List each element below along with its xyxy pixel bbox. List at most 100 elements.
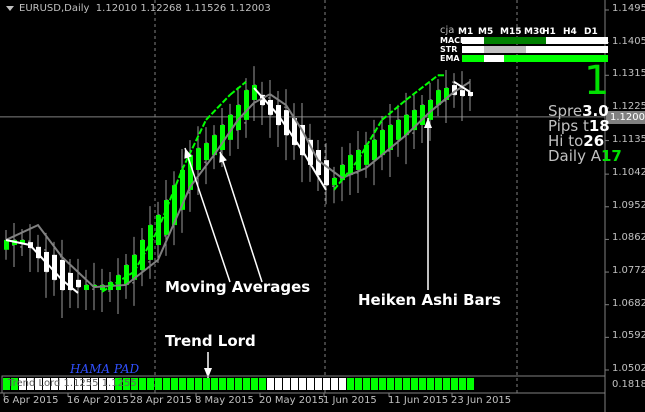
- ha-bar-bull: [188, 155, 193, 190]
- matrix-cell: [566, 46, 586, 53]
- timeframe-header: M15: [500, 27, 522, 37]
- ha-bar-bull: [20, 239, 25, 244]
- ha-bar-bull: [372, 139, 377, 161]
- hama-pad-label: HAMA PAD: [70, 362, 140, 376]
- price-tick-label: 1.08625: [612, 232, 645, 244]
- trend-lord-cell: [99, 378, 106, 390]
- info-label: Hi to: [548, 132, 584, 150]
- matrix-cell: [462, 37, 484, 44]
- ha-bar-bull: [380, 130, 385, 156]
- time-tick-label: 8 May 2015: [195, 395, 254, 406]
- price-tick-label: 1.10425: [612, 167, 645, 179]
- price-tick-label: 1.05925: [612, 330, 645, 342]
- timeframe-header: D1: [584, 27, 598, 37]
- trend-lord-cell: [235, 378, 242, 390]
- matrix-cell: [504, 55, 526, 62]
- ha-bar-bull: [228, 114, 233, 140]
- ha-bar-bull: [420, 105, 425, 125]
- trend-lord-cell: [203, 378, 210, 390]
- ma-arrow-icon-head: [219, 152, 227, 163]
- ha-bar-bull: [220, 124, 225, 151]
- trend-lord-cell: [363, 378, 370, 390]
- timeframe-header: M1: [458, 27, 474, 37]
- ha-bar-bear: [468, 91, 473, 96]
- trend-lord-cell: [227, 378, 234, 390]
- trend-lord-cell: [339, 378, 346, 390]
- matrix-cell: [546, 46, 566, 53]
- ha-bar-bear: [316, 150, 321, 176]
- fast-moving-average-segment: [333, 159, 359, 191]
- price-tick-label: 1.06825: [612, 297, 645, 309]
- trend-lord-cell: [299, 378, 306, 390]
- trend-lord-cell: [43, 378, 50, 390]
- fast-moving-average-segment: [101, 271, 135, 293]
- ha-bar-bull: [204, 143, 209, 161]
- trend-lord-cell: [59, 378, 66, 390]
- ha-bar-bull: [340, 164, 345, 181]
- ha-bar-bear: [76, 279, 81, 288]
- fast-moving-average-segment: [405, 74, 439, 101]
- signal-big-value: 1: [584, 58, 610, 104]
- ha-bar-bull: [332, 177, 337, 186]
- fast-moving-average-segment: [357, 119, 383, 161]
- info-line: Pips t18: [548, 118, 610, 134]
- trend-lord-cell: [155, 378, 162, 390]
- ha-bar-bull: [364, 144, 369, 165]
- price-tick-label: 1.07725: [612, 265, 645, 277]
- trend-lord-cell: [243, 378, 250, 390]
- trend-lord-cell: [187, 378, 194, 390]
- timeframe-header: H4: [563, 27, 577, 37]
- price-tick-label: 1.12250: [612, 100, 645, 112]
- matrix-row-label: STR: [440, 45, 458, 54]
- trend-lord-cell: [355, 378, 362, 390]
- ha-bar-bear: [452, 85, 457, 95]
- trend-lord-cell: [467, 378, 474, 390]
- fast-moving-average-segment: [181, 119, 207, 171]
- trend-lord-cell: [123, 378, 130, 390]
- trend-lord-cell: [27, 378, 34, 390]
- trend-lord-cell: [315, 378, 322, 390]
- ha-bar-bear: [68, 272, 73, 291]
- trend-lord-cell: [283, 378, 290, 390]
- ha-bar-bull: [396, 119, 401, 140]
- ha-bar-bear: [460, 90, 465, 96]
- fast-moving-average-segment: [253, 87, 279, 116]
- price-tick-label: 1.05025: [612, 362, 645, 374]
- ha-bar-bear: [260, 94, 265, 106]
- ha-bar-bull: [124, 264, 129, 285]
- trend-lord-cell: [267, 378, 274, 390]
- matrix-cell: [504, 37, 526, 44]
- price-tick-label: 1.09525: [612, 199, 645, 211]
- dropdown-triangle-icon[interactable]: [6, 5, 14, 11]
- info-label: Pips t: [548, 117, 589, 135]
- ha-bar-bear: [60, 259, 65, 291]
- trend-lord-cell: [19, 378, 26, 390]
- timeframe-header: M5: [478, 27, 494, 37]
- ha-bar-bull: [172, 185, 177, 226]
- matrix-row-label: EMA: [440, 54, 460, 63]
- fast-moving-average-segment: [301, 149, 327, 191]
- trend-lord-values: Trend Lord 1.1255 1.1255: [8, 378, 137, 389]
- trend-lord-cell: [179, 378, 186, 390]
- info-line: Spre3.0: [548, 103, 609, 119]
- trend-lord-cell: [131, 378, 138, 390]
- current-price-label: 1.12003: [606, 111, 645, 124]
- trend-lord-cell: [435, 378, 442, 390]
- fast-moving-average-segment: [381, 99, 407, 121]
- trend-lord-cell: [211, 378, 218, 390]
- trend-lord-cell: [347, 378, 354, 390]
- ha-bar-bear: [52, 254, 57, 280]
- price-tick-label: 1.13150: [612, 68, 645, 80]
- ha-bar-bull: [404, 114, 409, 136]
- matrix-cell: [586, 46, 608, 53]
- ha-bar-bear: [324, 160, 329, 186]
- price-tick-label: 1.14050: [612, 35, 645, 47]
- info-value: 17: [600, 147, 622, 165]
- info-line: Hi to26: [548, 133, 604, 149]
- trend-lord-cell: [147, 378, 154, 390]
- trend-lord-cell: [291, 378, 298, 390]
- timeframe-header: M30: [524, 27, 546, 37]
- ha-bar-bear: [308, 139, 313, 165]
- trend-lord-cell: [403, 378, 410, 390]
